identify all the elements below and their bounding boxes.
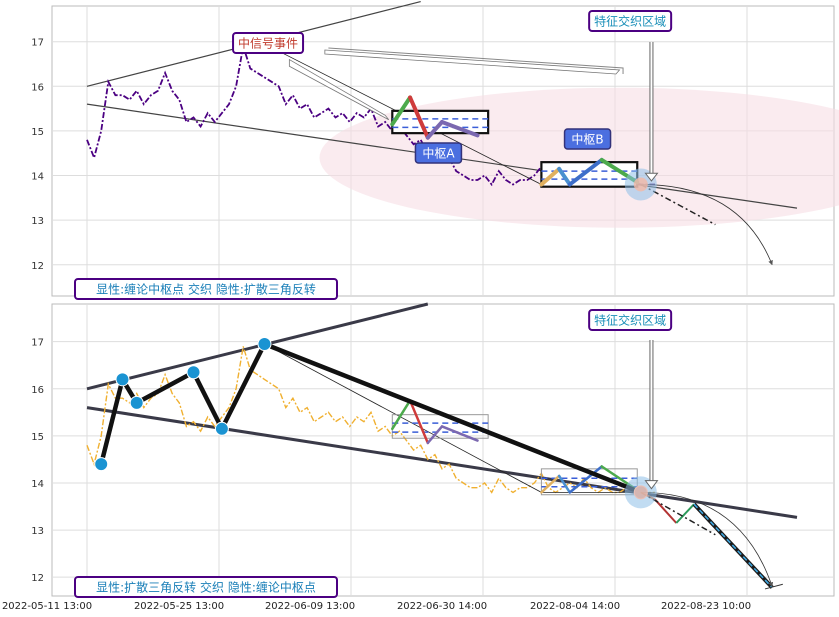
feature-zone-arrow-head	[644, 480, 659, 490]
pivot-a-label: 中枢A	[422, 145, 455, 160]
zigzag-point	[214, 421, 229, 436]
zigzag-point	[94, 457, 109, 472]
x-tick-label: 2022-08-23 10:00	[661, 601, 751, 612]
y-tick-label: 12	[31, 261, 44, 272]
projection-curve-arrow	[640, 491, 774, 588]
zigzag-point	[257, 337, 272, 352]
x-tick-label: 2022-05-11 13:00	[2, 601, 92, 612]
signal-event-label-box	[232, 32, 305, 54]
pivot-a-segment	[426, 425, 444, 445]
feature-zone-label: 特征交织区域	[594, 13, 666, 28]
pivot-a-segment	[440, 120, 480, 138]
pivot-a-label-box	[414, 142, 463, 164]
y-tick-label: 16	[31, 82, 44, 93]
pivot-b-segment	[539, 166, 562, 187]
pivot-a-segment	[391, 399, 412, 431]
signal-event-label: 中信号事件	[238, 35, 298, 50]
upper-trend-line	[86, 302, 429, 391]
x-tick-label: 2022-06-09 13:00	[265, 601, 355, 612]
zigzag-point	[129, 395, 144, 410]
price-series-line	[86, 346, 655, 494]
feature-zone-label: 特征交织区域	[594, 312, 666, 327]
y-tick-label: 17	[31, 38, 44, 49]
projection-segment	[675, 503, 695, 524]
pivot-b-segment	[567, 157, 604, 187]
pivot-b-segment	[568, 465, 603, 494]
legend-label-top: 显性:缠论中枢点 交织 隐性:扩散三角反转	[96, 281, 316, 296]
feature-zone-label-box	[588, 309, 673, 331]
pivot-a-segment	[440, 425, 479, 442]
pivot-a-segment	[408, 95, 430, 140]
x-axis: 2022-05-11 13:00 2022-05-25 13:00 2022-06-…	[2, 601, 751, 612]
intersection-core	[633, 177, 648, 192]
pivot-b-label: 中枢B	[571, 131, 603, 146]
signal-arrow-right-guide	[328, 47, 624, 74]
y-tick-label: 14	[31, 172, 44, 183]
projection-segment	[654, 498, 678, 524]
y-tick-label: 17	[31, 338, 44, 349]
projection-curve-arrow	[640, 184, 773, 266]
guide-line	[264, 343, 542, 493]
y-tick-label: 14	[31, 479, 44, 490]
pivot-b-label-box	[563, 128, 612, 150]
pivot-a-segment	[425, 120, 444, 140]
legend-label-bottom: 显性:扩散三角反转 交织 隐性:缠论中枢点	[96, 579, 316, 594]
signal-arrow-right	[324, 49, 621, 75]
pivot-b-segment	[540, 474, 561, 494]
x-tick-label: 2022-06-30 14:00	[397, 601, 487, 612]
y-tick-label: 16	[31, 385, 44, 396]
pivot-a-segment	[408, 399, 430, 445]
legend-label-top-box	[74, 278, 338, 300]
x-tick-label: 2022-05-25 13:00	[134, 601, 224, 612]
lower-trend-line	[86, 406, 798, 519]
feature-zone-arrow-head	[644, 172, 659, 182]
x-tick-label: 2022-08-04 14:00	[530, 601, 620, 612]
y-tick-label: 13	[31, 216, 44, 227]
pivot-b-segment	[557, 166, 572, 187]
signal-arrow-down	[288, 58, 390, 121]
y-tick-label: 12	[31, 573, 44, 584]
projection-cap	[764, 583, 783, 590]
zigzag-point	[186, 365, 201, 380]
feature-zone-label-box	[588, 10, 673, 32]
y-tick-label: 15	[31, 127, 44, 138]
plot-area	[51, 303, 835, 597]
intersection-core	[633, 485, 648, 500]
projection-segment-inner	[693, 503, 773, 589]
pivot-a-segment	[390, 95, 413, 127]
pivot-b-segment	[557, 474, 572, 494]
y-tick-label: 13	[31, 526, 44, 537]
zigzag-point	[115, 372, 130, 387]
y-tick-label: 15	[31, 432, 44, 443]
legend-label-bottom-box	[74, 576, 338, 598]
